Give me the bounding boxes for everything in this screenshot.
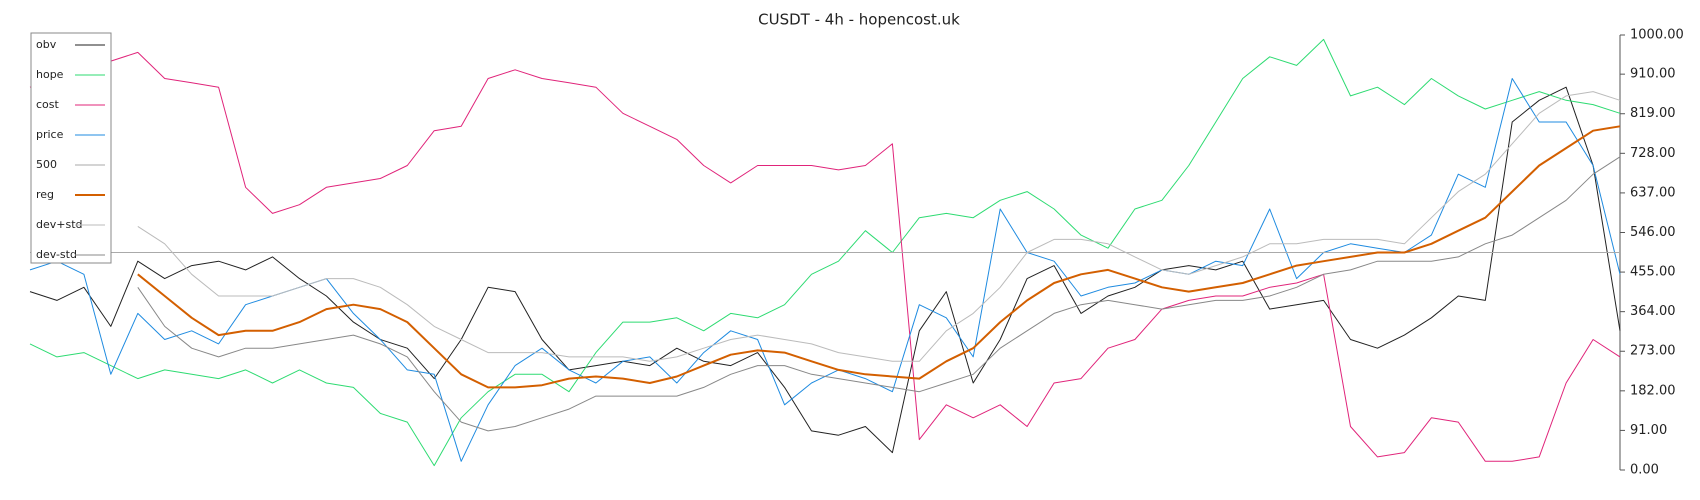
y-tick-label: 637.00 <box>1630 185 1676 200</box>
legend-label: cost <box>36 98 60 111</box>
y-tick-label: 728.00 <box>1630 146 1676 161</box>
y-tick-label: 546.00 <box>1630 225 1676 240</box>
series-line <box>137 125 1621 389</box>
series-line <box>29 47 1621 462</box>
legend-label: dev+std <box>36 218 83 231</box>
series-line <box>137 91 1621 362</box>
legend-label: hope <box>36 68 64 81</box>
y-tick-label: 910.00 <box>1630 67 1676 82</box>
legend-label: price <box>36 128 64 141</box>
y-tick-label: 364.00 <box>1630 304 1676 319</box>
y-tick-label: 182.00 <box>1630 383 1676 398</box>
y-tick-label: 273.00 <box>1630 344 1676 359</box>
series-line <box>29 38 1621 467</box>
y-tick-label: 455.00 <box>1630 265 1676 280</box>
chart-title: CUSDT - 4h - hopencost.uk <box>758 11 960 29</box>
y-tick-label: 1000.00 <box>1630 28 1684 43</box>
y-tick-label: 0.00 <box>1630 463 1659 478</box>
y-tick-label: 819.00 <box>1630 106 1676 121</box>
legend-label: reg <box>36 188 54 201</box>
series-line <box>29 78 1621 462</box>
legend-label: obv <box>36 38 57 51</box>
y-tick-label: 91.00 <box>1630 423 1667 438</box>
legend-label: dev-std <box>36 248 77 261</box>
series-line <box>137 156 1621 432</box>
legend-label: 500 <box>36 158 57 171</box>
series-line <box>29 86 1621 454</box>
